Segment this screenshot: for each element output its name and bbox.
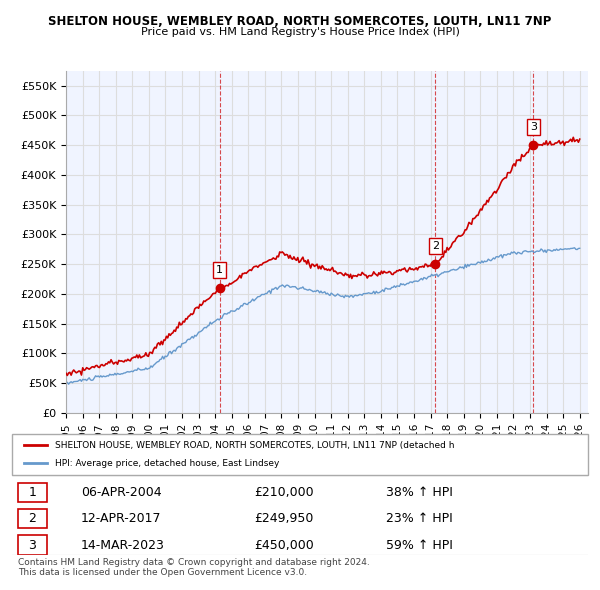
FancyBboxPatch shape <box>18 509 47 528</box>
Text: 1: 1 <box>28 486 36 499</box>
Text: 12-APR-2017: 12-APR-2017 <box>81 512 161 525</box>
Text: 59% ↑ HPI: 59% ↑ HPI <box>386 539 453 552</box>
Text: SHELTON HOUSE, WEMBLEY ROAD, NORTH SOMERCOTES, LOUTH, LN11 7NP (detached h: SHELTON HOUSE, WEMBLEY ROAD, NORTH SOMER… <box>55 441 455 450</box>
FancyBboxPatch shape <box>18 483 47 502</box>
Text: 38% ↑ HPI: 38% ↑ HPI <box>386 486 453 499</box>
Text: £210,000: £210,000 <box>254 486 314 499</box>
Text: Price paid vs. HM Land Registry's House Price Index (HPI): Price paid vs. HM Land Registry's House … <box>140 27 460 37</box>
FancyBboxPatch shape <box>18 536 47 555</box>
Text: 1: 1 <box>216 265 223 275</box>
FancyBboxPatch shape <box>12 434 588 475</box>
Text: 2: 2 <box>431 241 439 251</box>
Text: 3: 3 <box>530 122 537 132</box>
Text: HPI: Average price, detached house, East Lindsey: HPI: Average price, detached house, East… <box>55 459 280 468</box>
Text: 2: 2 <box>28 512 36 525</box>
Text: SHELTON HOUSE, WEMBLEY ROAD, NORTH SOMERCOTES, LOUTH, LN11 7NP: SHELTON HOUSE, WEMBLEY ROAD, NORTH SOMER… <box>49 15 551 28</box>
Text: 14-MAR-2023: 14-MAR-2023 <box>81 539 165 552</box>
Text: £249,950: £249,950 <box>254 512 313 525</box>
Text: 23% ↑ HPI: 23% ↑ HPI <box>386 512 453 525</box>
Text: 3: 3 <box>28 539 36 552</box>
Text: 06-APR-2004: 06-APR-2004 <box>81 486 162 499</box>
Text: Contains HM Land Registry data © Crown copyright and database right 2024.
This d: Contains HM Land Registry data © Crown c… <box>18 558 370 577</box>
Text: £450,000: £450,000 <box>254 539 314 552</box>
